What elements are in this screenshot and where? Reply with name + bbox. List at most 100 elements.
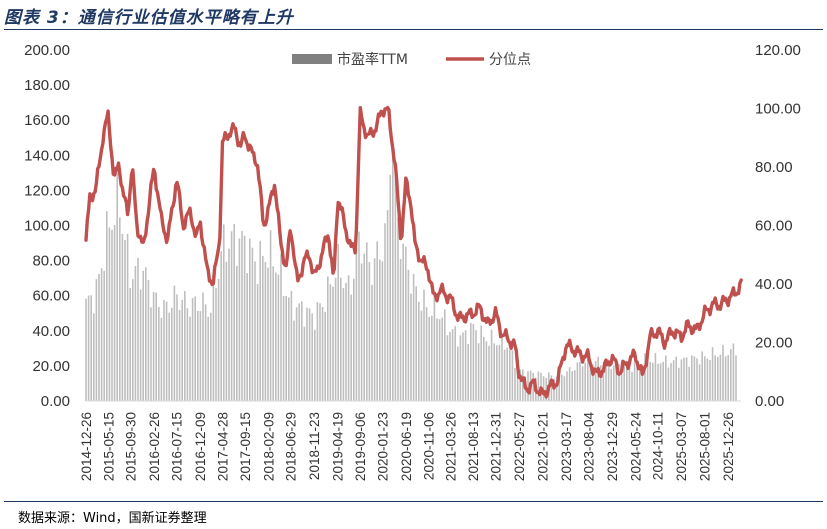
x-tick-label: 2021-08-13 — [466, 412, 481, 481]
pe-bar — [519, 369, 521, 401]
pe-bar — [93, 313, 95, 401]
pe-bar — [238, 238, 241, 401]
pe-bar — [732, 343, 735, 401]
pe-bar — [319, 303, 321, 401]
pe-bar — [714, 355, 716, 401]
pe-bar — [329, 284, 332, 401]
pe-bar — [337, 243, 339, 401]
x-tick-label: 2016-02-26 — [147, 412, 162, 481]
pe-bar — [308, 308, 311, 401]
pe-bar — [615, 362, 618, 401]
pe-bar — [704, 356, 706, 401]
pe-bar — [306, 307, 308, 401]
x-tick-label: 2024-10-11 — [651, 412, 666, 480]
pe-bar — [137, 257, 139, 401]
pe-bar — [199, 311, 202, 401]
pe-bar — [256, 284, 259, 401]
pe-bar — [644, 353, 646, 401]
pe-bar — [251, 247, 254, 401]
pe-bars — [85, 142, 737, 402]
pe-bar — [639, 364, 641, 401]
pe-bar — [477, 343, 480, 401]
figure-title: 图表 3：通信行业估值水平略有上升 — [4, 8, 294, 28]
x-tick-label: 2017-04-28 — [216, 412, 231, 481]
pe-bar — [719, 354, 722, 401]
pe-bar — [249, 238, 251, 401]
pe-bar — [509, 349, 511, 401]
pe-bar — [223, 224, 225, 401]
x-tick-label: 2015-05-15 — [101, 412, 116, 481]
pe-bar — [386, 210, 389, 401]
pe-bar — [646, 359, 649, 401]
left-y-tick-label: 160.00 — [24, 112, 70, 129]
pe-bar — [412, 273, 415, 401]
pe-bar — [85, 298, 87, 401]
pe-bar — [98, 273, 100, 401]
pe-bar — [537, 371, 540, 401]
pe-bar — [735, 355, 737, 401]
pe-bar — [147, 279, 150, 401]
pe-bar — [295, 307, 298, 401]
pe-bar — [360, 263, 363, 401]
chart: 0.00 20.00 40.00 60.00 80.00 100.00 120.00 140.… — [24, 42, 801, 481]
pe-bar — [623, 365, 625, 401]
pe-bar — [436, 318, 438, 401]
pe-bar — [657, 363, 659, 401]
pe-bar — [176, 294, 178, 401]
pe-bar — [446, 335, 449, 401]
pe-bar — [415, 286, 417, 401]
left-y-tick-label: 20.00 — [32, 358, 70, 375]
pe-bar — [126, 233, 129, 401]
pe-bar — [498, 344, 501, 401]
pe-bar — [444, 309, 446, 401]
pe-bar — [303, 326, 306, 401]
pe-bar — [379, 259, 381, 401]
pe-bar — [90, 295, 92, 401]
pe-bar — [574, 370, 576, 401]
pe-bar — [290, 290, 293, 401]
x-tick-label: 2023-03-17 — [559, 412, 574, 481]
right-y-tick-label: 120.00 — [755, 42, 801, 59]
left-y-tick-label: 100.00 — [24, 218, 70, 235]
pe-bar — [566, 371, 568, 401]
pe-bar — [324, 311, 326, 401]
pe-bar — [652, 362, 654, 401]
pe-bar — [493, 343, 495, 401]
pe-bar — [207, 316, 209, 401]
pe-bar — [342, 288, 345, 401]
pe-bar — [407, 269, 410, 401]
pe-bar — [321, 307, 324, 401]
pe-bar — [272, 266, 274, 401]
pe-bar — [597, 356, 599, 401]
pe-bar — [210, 312, 212, 401]
pe-bar — [685, 357, 688, 401]
pe-bar — [111, 229, 113, 401]
pe-bar — [571, 371, 573, 401]
pe-bar — [134, 265, 137, 401]
x-tick-label: 2018-06-29 — [284, 412, 299, 481]
x-tick-label: 2018-11-23 — [307, 412, 322, 480]
pe-bar — [397, 216, 399, 401]
pe-bar — [506, 347, 508, 401]
pe-bar — [350, 294, 352, 401]
pe-bar — [654, 353, 657, 401]
source-note: 数据来源：Wind，国新证券整理 — [18, 511, 207, 526]
pe-bar — [275, 272, 277, 401]
pe-bar — [327, 276, 329, 401]
x-tick-label: 2015-09-30 — [123, 412, 138, 481]
pe-bar — [241, 230, 243, 401]
pe-bar — [701, 351, 703, 401]
pe-bar — [467, 344, 469, 401]
pe-bar — [277, 274, 280, 401]
pe-bar — [631, 371, 633, 401]
pe-bar — [358, 231, 360, 401]
pe-bar — [228, 248, 230, 401]
pe-bar — [545, 377, 547, 401]
pe-bar — [119, 217, 121, 401]
pe-bar — [649, 362, 651, 401]
pe-bar — [124, 239, 126, 401]
pe-bar — [254, 261, 256, 401]
pe-bar — [402, 243, 404, 401]
pe-bar — [246, 273, 248, 401]
pe-bar — [155, 292, 157, 401]
